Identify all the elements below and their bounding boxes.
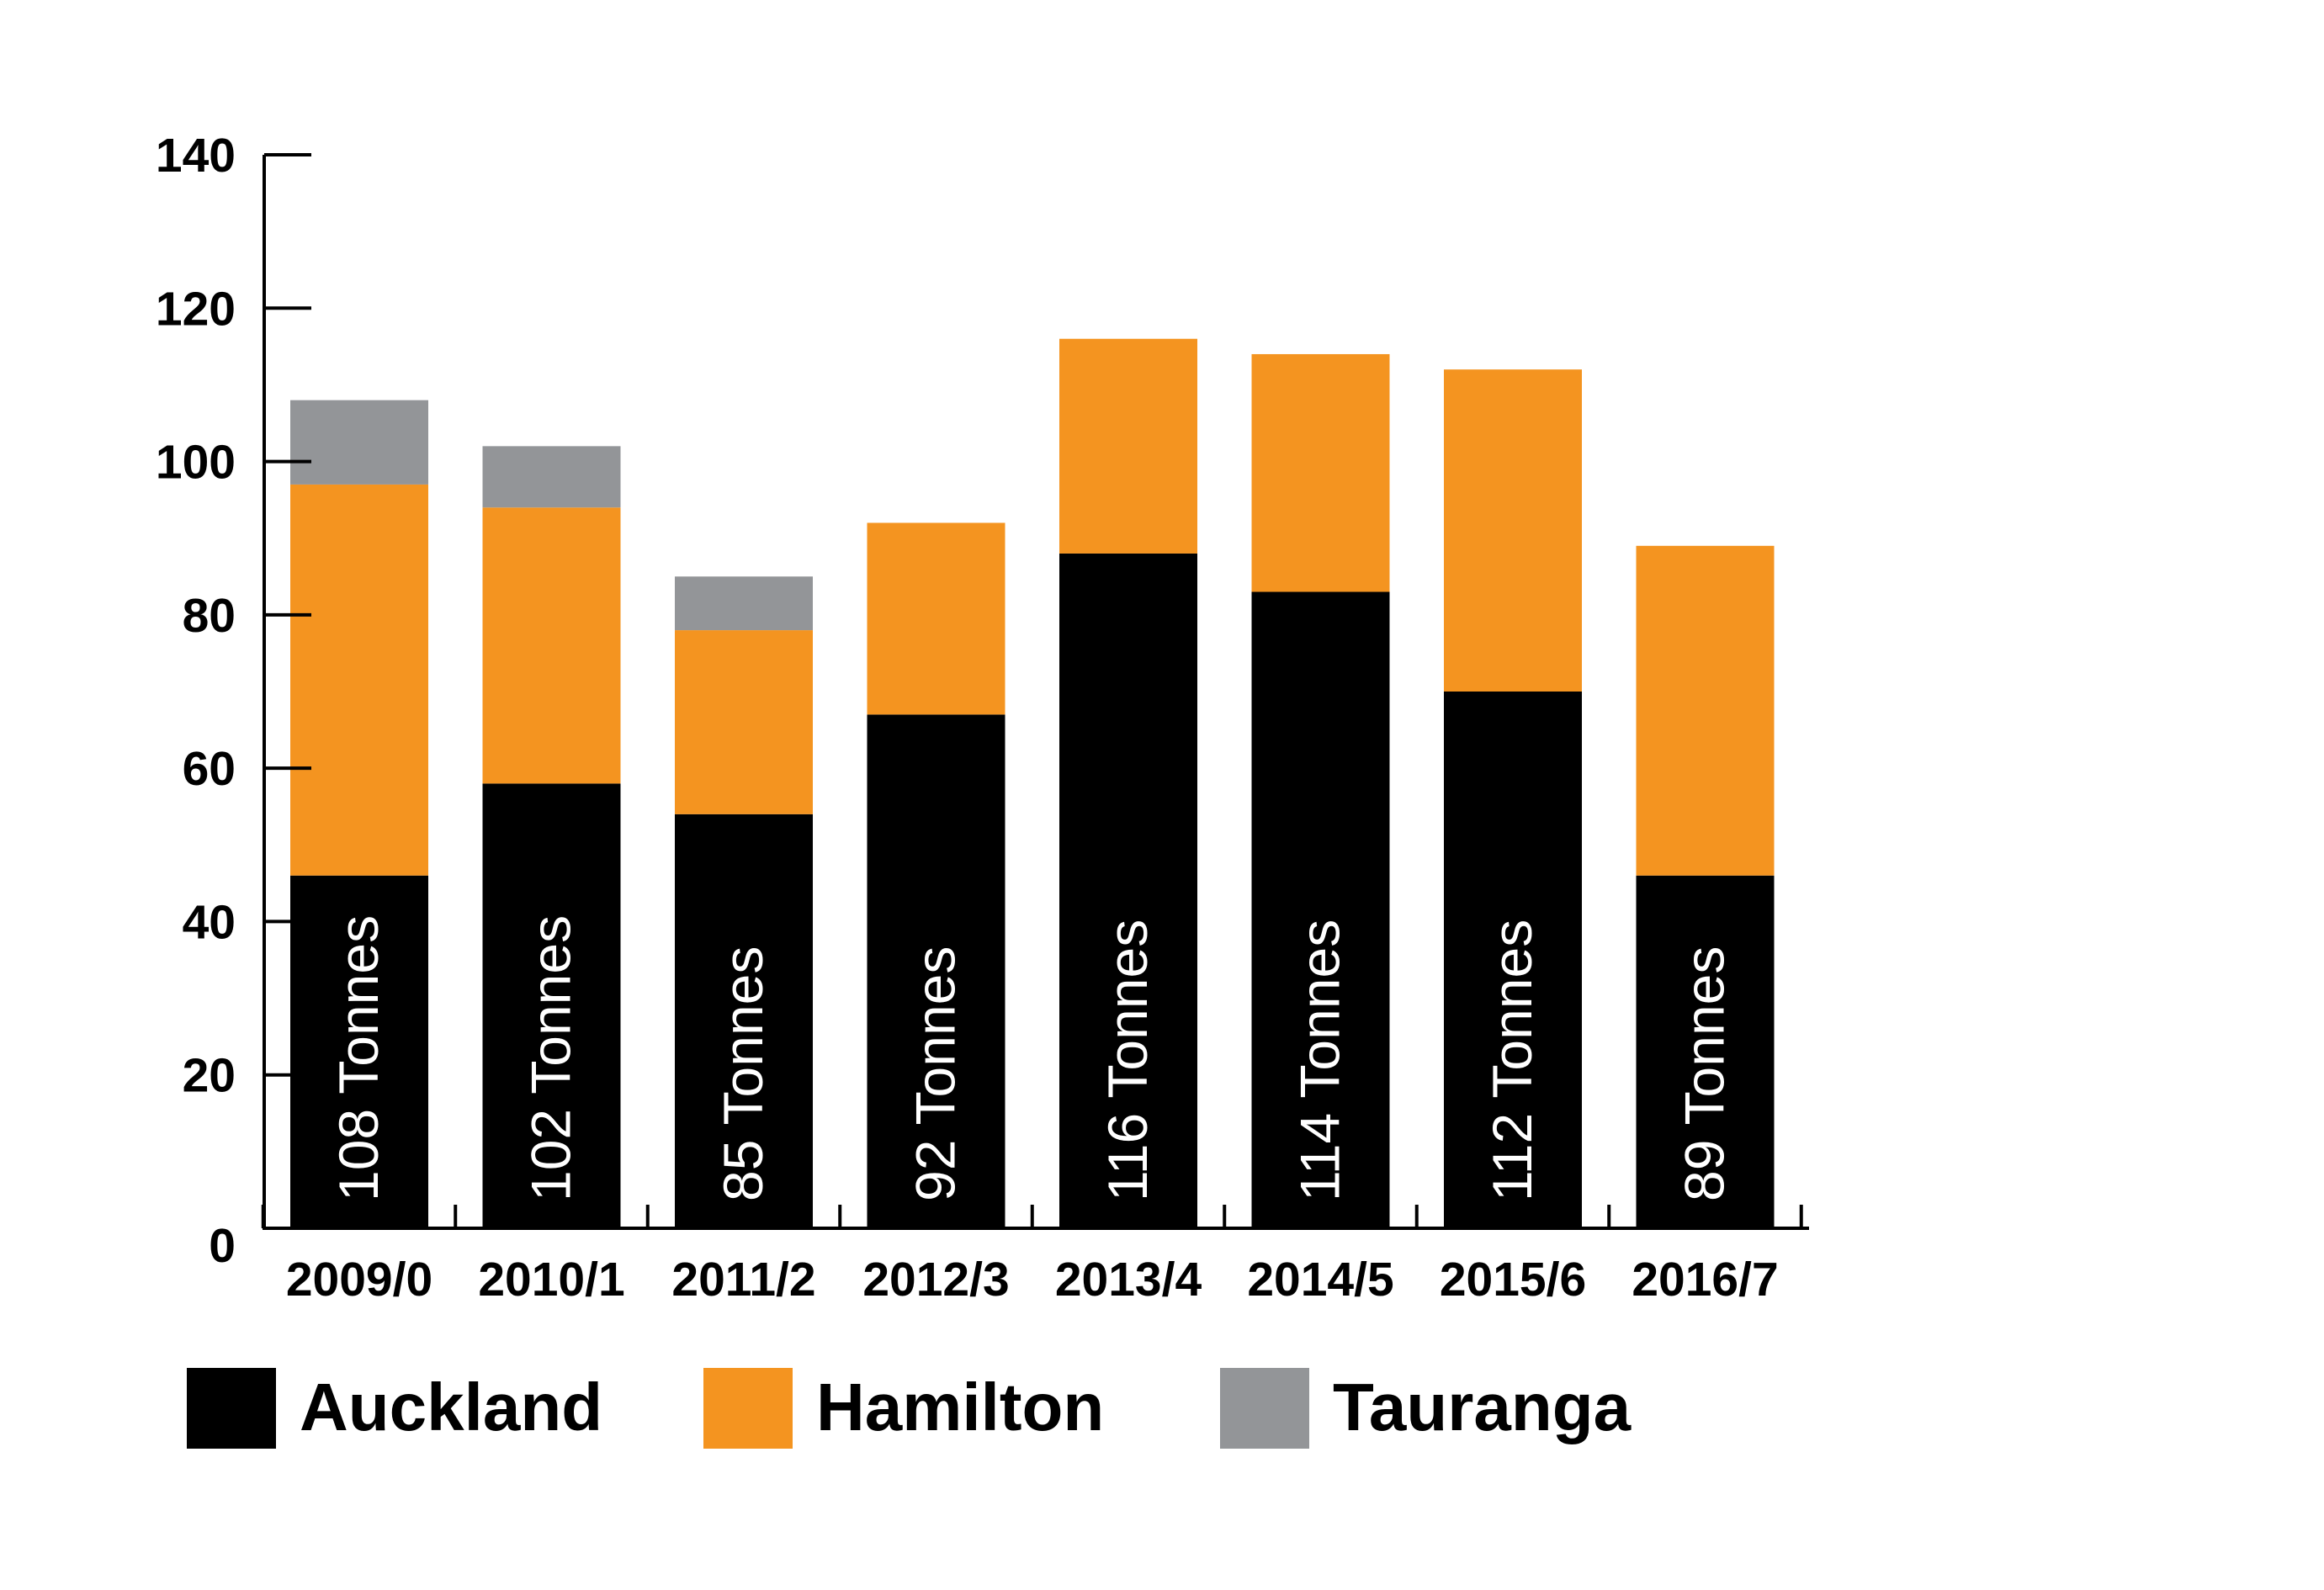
legend-swatch-tauranga [1220,1368,1309,1449]
bar-segment-hamilton-5 [1251,353,1390,592]
bar-segment-auckland-1 [482,783,621,1228]
y-tick-label: 100 [156,436,236,490]
bar-total-label: 108 Tonnes [327,915,390,1201]
legend-label-hamilton: Hamilton [816,1370,1104,1444]
x-tick-label: 2014/5 [1247,1253,1393,1306]
bar-total-label: 85 Tonnes [712,946,774,1201]
legend-label-auckland: Auckland [300,1370,602,1444]
bar-total-label: 92 Tonnes [905,946,967,1201]
chart-legend: Auckland Hamilton Tauranga [187,1368,1632,1449]
x-tick-label: 2012/3 [862,1253,1009,1306]
legend-swatch-hamilton [703,1368,793,1449]
bar-segment-auckland-2 [675,814,813,1228]
bar-total-label: 102 Tonnes [520,915,582,1201]
bar-total-label: 112 Tonnes [1481,920,1543,1201]
bar-total-label: 116 Tonnes [1096,920,1159,1201]
bar-segment-hamilton-6 [1444,369,1582,692]
bar-total-label: 89 Tonnes [1674,946,1736,1201]
x-tick-label: 2009/0 [286,1253,432,1306]
bar-segment-hamilton-3 [867,522,1005,715]
bar-segment-tauranga-2 [675,576,813,631]
x-tick-label: 2011/2 [671,1253,815,1306]
chart-axes [261,153,1809,1230]
legend-label-tauranga: Tauranga [1333,1370,1632,1444]
legend-swatch-auckland [187,1368,276,1449]
y-tick-label: 80 [183,589,236,643]
y-tick-label: 140 [156,129,236,183]
bar-segment-hamilton-4 [1059,338,1197,554]
bar-segment-hamilton-1 [482,507,621,784]
bar-segment-auckland-4 [1059,553,1197,1228]
y-tick-label: 40 [183,895,236,949]
x-tick-label: 2016/7 [1632,1253,1778,1306]
bar-segment-auckland-5 [1251,591,1390,1228]
bar-segment-auckland-6 [1444,692,1582,1228]
bar-segment-hamilton-7 [1636,545,1775,876]
y-tick-label: 60 [183,742,236,796]
bar-segment-tauranga-0 [290,400,428,485]
x-tick-label: 2010/1 [478,1253,624,1306]
bar-segment-auckland-3 [867,714,1005,1228]
bar-segment-hamilton-0 [290,484,428,876]
chart-marks [290,338,1775,1228]
y-tick-label: 0 [209,1219,236,1273]
bar-total-label: 114 Tonnes [1289,920,1351,1201]
y-tick-label: 20 [183,1049,236,1103]
x-tick-label: 2015/6 [1440,1253,1586,1306]
bar-segment-auckland-0 [290,875,428,1228]
x-tick-label: 2013/4 [1055,1253,1202,1306]
y-tick-label: 120 [156,282,236,336]
chart-labels: 108 Tonnes 2009/0 102 Tonnes 2010/1 85 Tonne… [156,129,1779,1306]
bar-segment-auckland-7 [1636,875,1775,1228]
bar-segment-tauranga-1 [482,446,621,508]
bar-segment-hamilton-2 [675,630,813,814]
